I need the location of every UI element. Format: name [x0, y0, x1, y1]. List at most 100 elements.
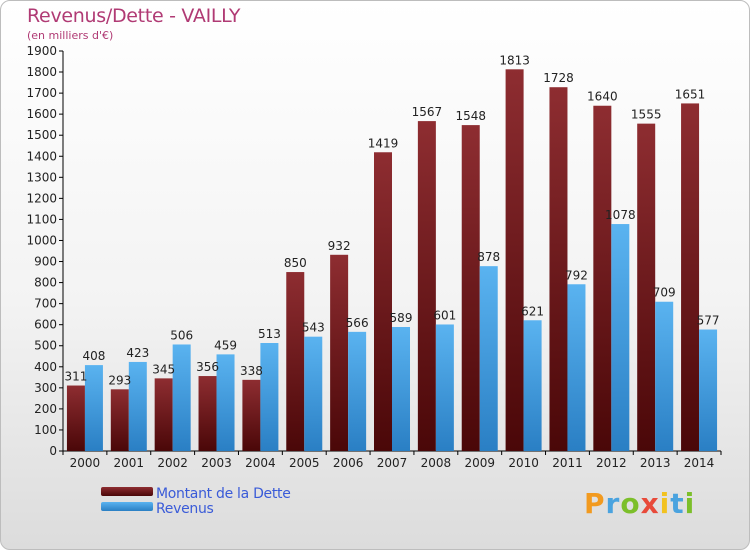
- data-label-debt: 311: [64, 370, 87, 384]
- chart-bars: [66, 69, 718, 452]
- chart-subtitle: (en milliers d'€): [27, 29, 114, 42]
- bar-debt: [198, 376, 217, 451]
- data-label-debt: 1555: [631, 108, 662, 122]
- data-label-revenue: 423: [126, 346, 149, 360]
- y-tick-label: 1900: [26, 44, 57, 58]
- bar-revenue: [84, 365, 103, 451]
- bar-debt: [66, 385, 85, 451]
- bar-revenue: [611, 224, 630, 451]
- bar-revenue: [479, 266, 498, 451]
- bar-revenue: [304, 336, 323, 451]
- logo-letter: r: [605, 487, 621, 520]
- data-label-debt: 850: [284, 256, 307, 270]
- y-tick-label: 200: [34, 402, 57, 416]
- bar-revenue: [260, 343, 279, 451]
- logo-letter: t: [670, 487, 685, 520]
- bar-debt: [242, 379, 261, 451]
- data-label-revenue: 513: [258, 327, 281, 341]
- y-tick-label: 700: [34, 297, 57, 311]
- legend-swatch-debt: [101, 487, 153, 496]
- x-tick-label: 2013: [640, 456, 671, 470]
- y-tick-label: 1200: [26, 191, 57, 205]
- bar-debt: [110, 389, 129, 451]
- data-label-debt: 1640: [587, 90, 618, 104]
- x-tick-label: 2007: [377, 456, 408, 470]
- data-label-debt: 1419: [368, 136, 399, 150]
- bar-debt: [417, 121, 436, 452]
- x-tick-label: 2012: [596, 456, 627, 470]
- y-tick-label: 1500: [26, 128, 57, 142]
- data-label-debt: 1728: [543, 71, 574, 85]
- bar-revenue: [216, 354, 235, 451]
- x-tick-label: 2001: [114, 456, 145, 470]
- x-tick-label: 2000: [70, 456, 101, 470]
- y-tick-label: 1400: [26, 149, 57, 163]
- logo-letter: P: [584, 487, 606, 520]
- y-tick-label: 1600: [26, 107, 57, 121]
- data-label-revenue: 459: [214, 338, 237, 352]
- data-label-debt: 1813: [499, 53, 530, 67]
- bar-revenue: [172, 344, 191, 451]
- bar-debt: [286, 272, 305, 451]
- data-label-revenue: 566: [346, 316, 369, 330]
- y-tick-label: 1800: [26, 65, 57, 79]
- data-label-debt: 345: [152, 362, 175, 376]
- x-tick-label: 2006: [333, 456, 364, 470]
- logo-letter: x: [640, 487, 660, 520]
- y-tick-label: 1300: [26, 170, 57, 184]
- data-label-debt: 1548: [455, 109, 486, 123]
- y-tick-label: 600: [34, 318, 57, 332]
- x-tick-label: 2010: [508, 456, 539, 470]
- y-tick-label: 800: [34, 276, 57, 290]
- data-label-revenue: 577: [697, 314, 720, 328]
- bar-debt: [154, 378, 173, 451]
- bar-debt: [330, 254, 349, 451]
- bar-revenue: [655, 301, 674, 451]
- data-label-debt: 356: [196, 360, 219, 374]
- proxiti-logo: Proxiti: [584, 487, 695, 520]
- bar-debt: [461, 125, 480, 452]
- bar-debt: [549, 87, 568, 452]
- data-label-revenue: 589: [390, 311, 413, 325]
- logo-letter: i: [659, 487, 671, 520]
- legend-label-debt: Montant de la Dette: [156, 486, 291, 502]
- y-tick-label: 1000: [26, 233, 57, 247]
- bar-revenue: [435, 324, 454, 451]
- x-tick-label: 2003: [201, 456, 232, 470]
- data-label-revenue: 408: [82, 349, 105, 363]
- x-tick-label: 2014: [684, 456, 715, 470]
- legend-swatch-revenue: [101, 502, 153, 511]
- logo-letter: o: [620, 487, 641, 520]
- data-label-revenue: 621: [521, 304, 544, 318]
- bar-revenue: [128, 361, 147, 451]
- data-label-revenue: 506: [170, 328, 193, 342]
- data-label-debt: 293: [108, 373, 131, 387]
- bar-revenue: [392, 327, 410, 451]
- x-tick-label: 2002: [157, 456, 188, 470]
- x-tick-label: 2004: [245, 456, 276, 470]
- y-tick-label: 400: [34, 360, 57, 374]
- data-label-revenue: 601: [433, 308, 456, 322]
- y-tick-label: 1100: [26, 212, 57, 226]
- data-label-revenue: 878: [477, 250, 500, 264]
- bar-debt: [374, 152, 392, 451]
- y-tick-label: 500: [34, 339, 57, 353]
- y-tick-label: 900: [34, 255, 57, 269]
- y-tick-label: 100: [34, 423, 57, 437]
- x-tick-label: 2009: [464, 456, 495, 470]
- bar-debt: [681, 103, 700, 451]
- bar-debt: [637, 123, 656, 451]
- data-label-debt: 1567: [412, 105, 443, 119]
- logo-letter: i: [684, 487, 696, 520]
- data-label-revenue: 709: [653, 286, 676, 300]
- y-tick-label: 0: [49, 444, 57, 458]
- bar-revenue: [348, 331, 367, 451]
- x-tick-label: 2008: [421, 456, 452, 470]
- data-label-debt: 1651: [675, 87, 706, 101]
- x-tick-label: 2011: [552, 456, 583, 470]
- data-label-debt: 338: [240, 364, 263, 378]
- y-tick-label: 300: [34, 381, 57, 395]
- data-label-revenue: 543: [302, 321, 325, 335]
